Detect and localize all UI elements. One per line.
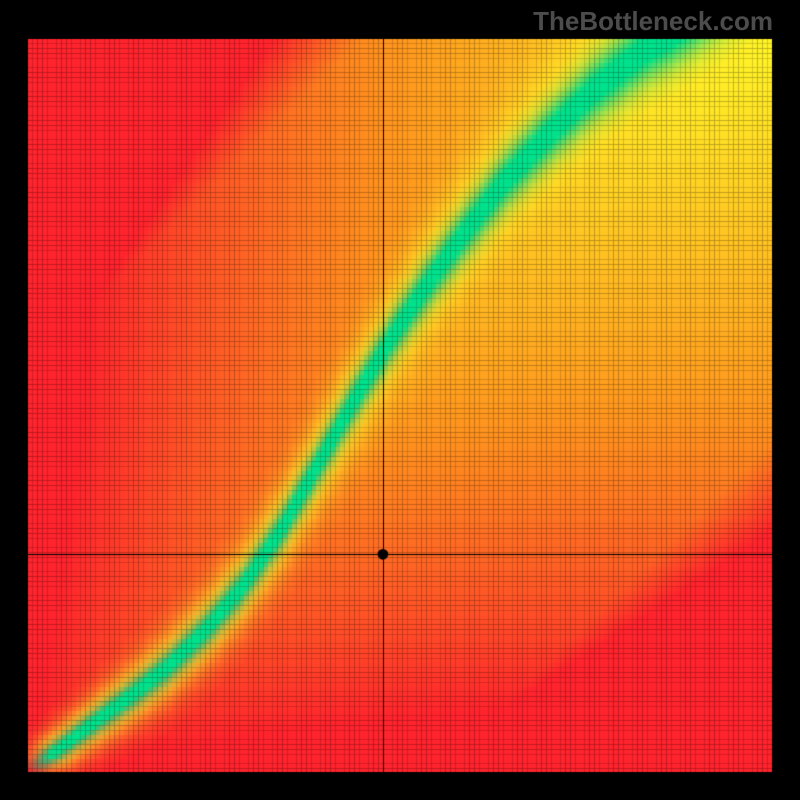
bottleneck-heatmap — [0, 0, 800, 800]
watermark-text: TheBottleneck.com — [533, 6, 773, 37]
